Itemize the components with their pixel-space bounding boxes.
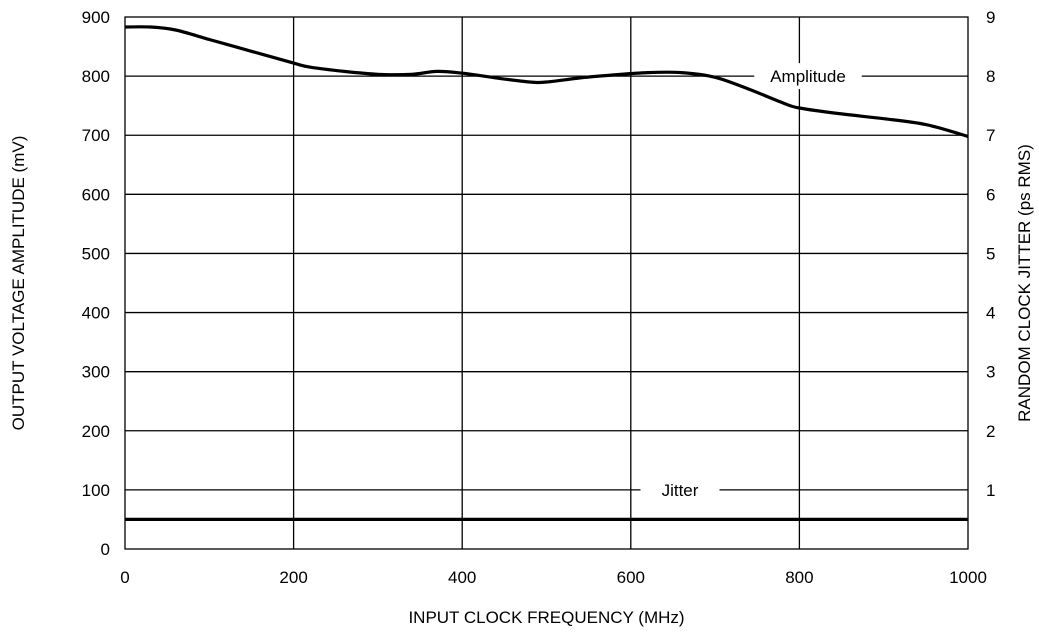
y-tick-label: 300 — [82, 363, 110, 382]
y-tick-label: 0 — [101, 540, 110, 559]
annotation-layer: Amplitude Jitter — [640, 63, 862, 503]
series-line-amplitude — [124, 25, 969, 138]
y-tick-label: 900 — [82, 8, 110, 27]
y2-tick-label: 6 — [986, 185, 995, 204]
y-tick-label: 400 — [82, 304, 110, 323]
x-tick-label: 400 — [448, 568, 476, 587]
x-tick-label: 800 — [785, 568, 813, 587]
y2-tick-label: 5 — [986, 244, 995, 263]
y-tick-label: 600 — [82, 185, 110, 204]
y2-tick-label: 1 — [986, 481, 995, 500]
annotation-bg — [640, 476, 720, 503]
y2-tick-label: 2 — [986, 422, 995, 441]
annotation-bg — [754, 63, 862, 90]
x-tick-label: 200 — [279, 568, 307, 587]
x-tick-label: 0 — [120, 568, 129, 587]
annotation-amplitude: Amplitude — [770, 67, 846, 86]
y-axis-label: OUTPUT VOLTAGE AMPLITUDE (mV) — [9, 136, 28, 431]
y2-axis-label: RANDOM CLOCK JITTER (ps RMS) — [1015, 144, 1034, 422]
grid — [124, 16, 969, 550]
y2-tick-label: 8 — [986, 67, 995, 86]
y2-tick-label: 7 — [986, 126, 995, 145]
plot-frame — [124, 16, 969, 550]
y2-tick-label: 3 — [986, 363, 995, 382]
y-tick-label: 100 — [82, 481, 110, 500]
tick-labels: 0 200 400 600 800 1000 0 100 200 300 400 500 600 700 8… — [82, 8, 996, 587]
y-tick-label: 500 — [82, 244, 110, 263]
annotation-jitter: Jitter — [662, 481, 699, 500]
y-tick-label: 200 — [82, 422, 110, 441]
x-axis-label: INPUT CLOCK FREQUENCY (MHz) — [408, 608, 684, 627]
y2-tick-label: 9 — [986, 8, 995, 27]
x-tick-label: 600 — [617, 568, 645, 587]
series-layer — [124, 25, 969, 521]
y-tick-label: 700 — [82, 126, 110, 145]
y-tick-label: 800 — [82, 67, 110, 86]
x-tick-label: 1000 — [949, 568, 987, 587]
y2-tick-label: 4 — [986, 304, 995, 323]
